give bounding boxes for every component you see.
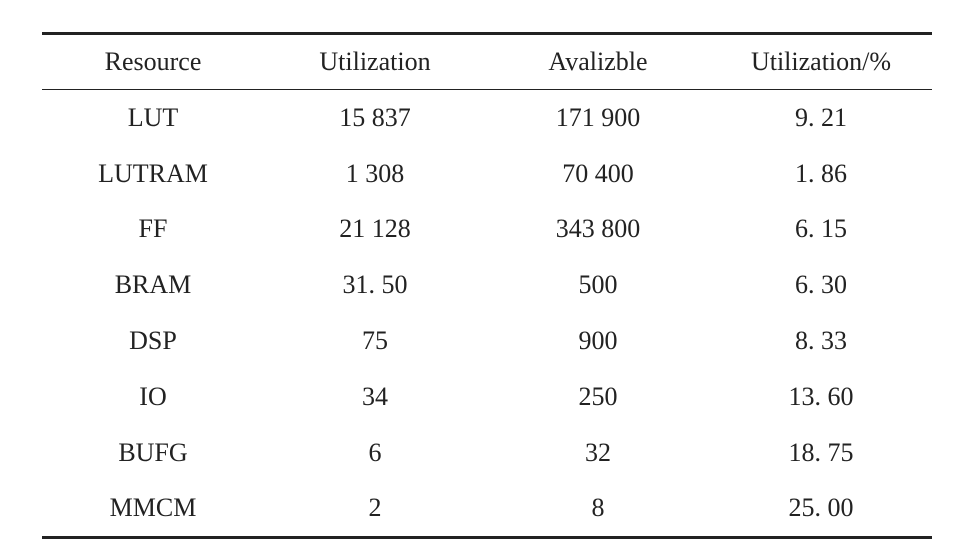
resource-table: Resource Utilization Avalizble Utilization/… xyxy=(42,32,932,539)
table-cell: 25. 00 xyxy=(788,493,854,523)
table-cell: 70 400 xyxy=(562,158,634,188)
table-cell: BRAM xyxy=(114,270,192,300)
table-cell: 8 xyxy=(591,493,605,523)
table-cell: 6 xyxy=(368,437,382,467)
table-row: DSP 75 900 8. 33 xyxy=(42,313,932,369)
table-cell: 31. 50 xyxy=(342,270,408,300)
table-cell: 34 xyxy=(362,381,388,411)
table-cell: 1 308 xyxy=(345,158,405,188)
table-cell: 171 900 xyxy=(555,102,641,132)
header-cell: Utilization xyxy=(319,47,431,76)
table-cell: 8. 33 xyxy=(795,326,847,356)
table-cell: 2 xyxy=(368,493,382,523)
table-cell: FF xyxy=(138,214,168,244)
table-cell: 343 800 xyxy=(555,214,641,244)
table-cell: LUTRAM xyxy=(98,158,208,188)
table-row: LUTRAM 1 308 70 400 1. 86 xyxy=(42,146,932,202)
table-row: FF 21 128 343 800 6. 15 xyxy=(42,202,932,258)
header-cell: Resource xyxy=(104,47,202,76)
table-cell: IO xyxy=(139,381,167,411)
table-cell: 250 xyxy=(578,381,618,411)
table-row: BRAM 31. 50 500 6. 30 xyxy=(42,257,932,313)
table-cell: 32 xyxy=(585,437,611,467)
table-cell: 75 xyxy=(362,326,388,356)
table-cell: DSP xyxy=(129,326,177,356)
table-row: IO 34 250 13. 60 xyxy=(42,369,932,425)
header-cell: Avalizble xyxy=(548,47,648,76)
table-cell: 21 128 xyxy=(339,214,411,244)
table-header: Resource Utilization Avalizble Utilization/… xyxy=(42,33,932,90)
table-cell: 500 xyxy=(578,270,618,300)
table-cell: 9. 21 xyxy=(795,102,847,132)
table-cell: LUT xyxy=(127,102,179,132)
header-cell: Utilization/% xyxy=(750,47,892,76)
table-row: MMCM 2 8 25. 00 xyxy=(42,481,932,538)
table-cell: 6. 15 xyxy=(795,214,847,244)
table-cell: 1. 86 xyxy=(795,158,847,188)
table-cell: MMCM xyxy=(109,493,197,523)
table-row: BUFG 6 32 18. 75 xyxy=(42,425,932,481)
table-cell: 15 837 xyxy=(339,102,411,132)
header-row: Resource Utilization Avalizble Utilization/… xyxy=(42,33,932,90)
table-body: LUT 15 837 171 900 9. 21 LUTRAM 1 308 70 400 1.… xyxy=(42,90,932,538)
table-cell: 13. 60 xyxy=(788,381,854,411)
table-cell: 6. 30 xyxy=(795,270,847,300)
table-cell: BUFG xyxy=(118,437,188,467)
table-row: LUT 15 837 171 900 9. 21 xyxy=(42,90,932,146)
table-cell: 18. 75 xyxy=(788,437,854,467)
table-cell: 900 xyxy=(578,326,618,356)
